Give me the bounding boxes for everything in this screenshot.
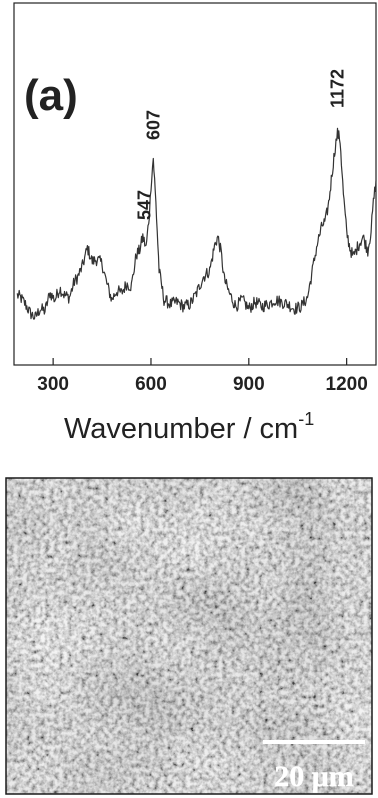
peak-labels: 547 607 1172 xyxy=(134,69,347,220)
spectrum-panel: 300 600 900 1200 547 607 1172 (a) Wavenumber … xyxy=(13,2,377,445)
x-tick-label-600: 600 xyxy=(135,374,167,395)
panel-label: (a) xyxy=(24,71,78,120)
micrograph-shading xyxy=(6,478,372,794)
scale-bar-label: 20 μm xyxy=(274,760,354,793)
peak-label-607: 607 xyxy=(143,110,163,140)
micrograph-frame xyxy=(5,477,373,795)
scale-bar xyxy=(263,740,365,744)
x-axis-title-text: Wavenumber / cm xyxy=(64,413,298,445)
x-axis-title: Wavenumber / cm-1 xyxy=(64,409,314,445)
x-axis-tick-labels: 300 600 900 1200 xyxy=(37,374,368,395)
peak-label-547: 547 xyxy=(134,190,154,220)
x-axis-title-exponent: -1 xyxy=(298,409,314,429)
peak-label-1172: 1172 xyxy=(328,69,348,108)
x-axis-ticks xyxy=(52,358,348,365)
x-tick-label-300: 300 xyxy=(37,374,69,395)
x-tick-label-900: 900 xyxy=(233,374,265,395)
micrograph-panel: 20 μm xyxy=(5,477,373,795)
spectrum-line xyxy=(16,127,377,320)
plot-frame xyxy=(13,2,377,366)
x-tick-label-1200: 1200 xyxy=(326,374,368,395)
